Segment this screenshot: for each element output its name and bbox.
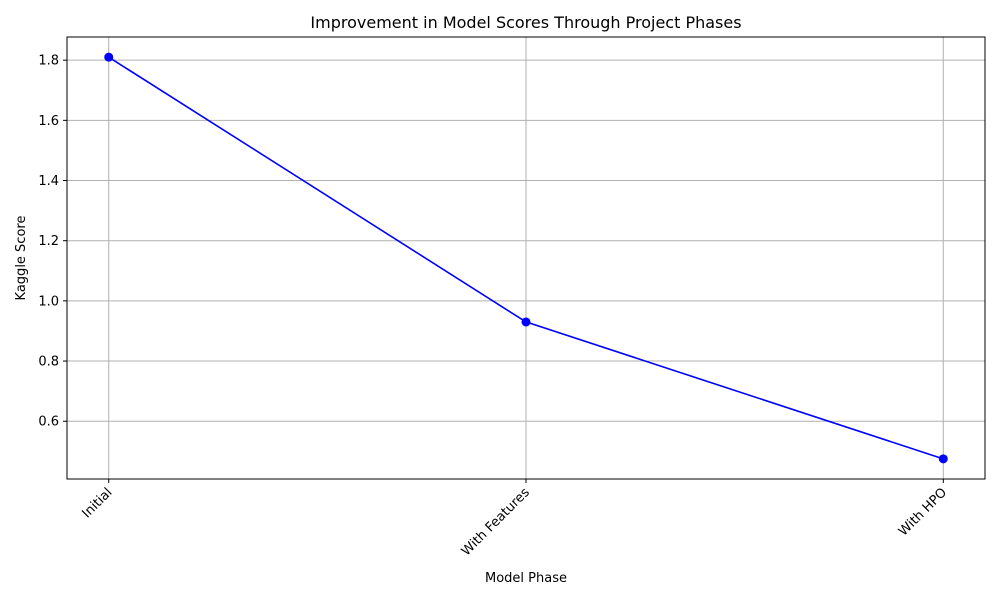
data-point [938, 454, 948, 464]
x-tick-label: With Features [459, 485, 533, 559]
y-tick-label: 1.8 [38, 54, 59, 69]
data-point [104, 52, 114, 62]
y-tick-label: 1.6 [38, 114, 59, 129]
y-tick-label: 1.2 [38, 234, 59, 249]
grid [67, 37, 985, 479]
y-tick-label: 1.0 [38, 294, 59, 309]
series-layer [104, 52, 948, 464]
y-tick-label: 0.8 [38, 355, 59, 370]
y-axis-label: Kaggle Score [14, 216, 29, 301]
x-axis-label: Model Phase [485, 571, 567, 586]
x-axis-ticks: Initial With Features With HPO [80, 479, 950, 559]
y-tick-label: 1.4 [38, 174, 59, 189]
y-tick-label: 0.6 [38, 415, 59, 430]
x-tick-label: Initial [80, 485, 116, 521]
y-axis-ticks: 0.6 0.8 1.0 1.2 1.4 1.6 1.8 [38, 54, 67, 430]
data-point [521, 317, 531, 327]
x-tick-label: With HPO [896, 485, 950, 539]
chart-title: Improvement in Model Scores Through Proj… [310, 13, 741, 32]
